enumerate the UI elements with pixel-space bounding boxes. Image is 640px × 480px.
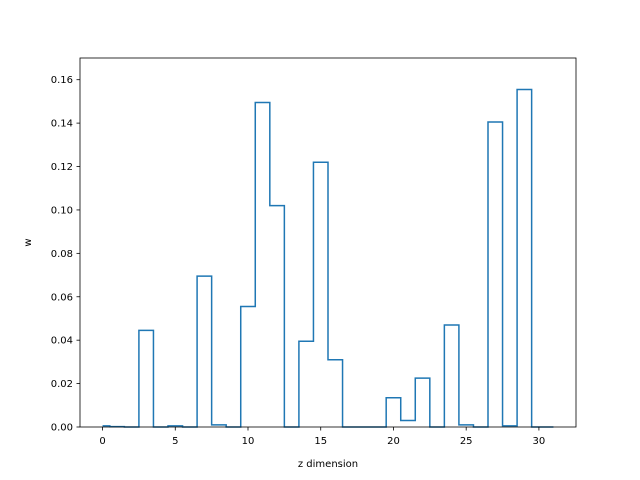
x-tick-label: 30: [533, 436, 546, 447]
x-tick-label: 10: [242, 436, 255, 447]
y-tick-label: 0.12: [51, 162, 73, 173]
y-tick-label: 0.08: [51, 249, 73, 260]
plot-frame: [79, 57, 577, 428]
y-tick-label: 0.16: [51, 75, 73, 86]
y-tick-label: 0.10: [51, 205, 73, 216]
y-axis-ticks: 0.00 0.02 0.04 0.06 0.08 0.10 0.12 0.14 0.16: [51, 75, 80, 434]
y-tick-label: 0.00: [51, 423, 73, 434]
x-tick-label: 0: [99, 436, 105, 447]
x-axis-ticks: 0 5 10 15 20 25 30: [99, 427, 545, 447]
y-axis-label: w: [23, 238, 34, 246]
x-tick-label: 15: [314, 436, 327, 447]
x-tick-label: 20: [387, 436, 400, 447]
x-axis-label: z dimension: [298, 459, 358, 470]
y-tick-label: 0.04: [51, 336, 73, 347]
y-tick-label: 0.14: [51, 119, 73, 130]
y-tick-label: 0.06: [51, 292, 73, 303]
x-tick-label: 5: [172, 436, 178, 447]
y-tick-label: 0.02: [51, 379, 73, 390]
x-tick-label: 25: [460, 436, 473, 447]
